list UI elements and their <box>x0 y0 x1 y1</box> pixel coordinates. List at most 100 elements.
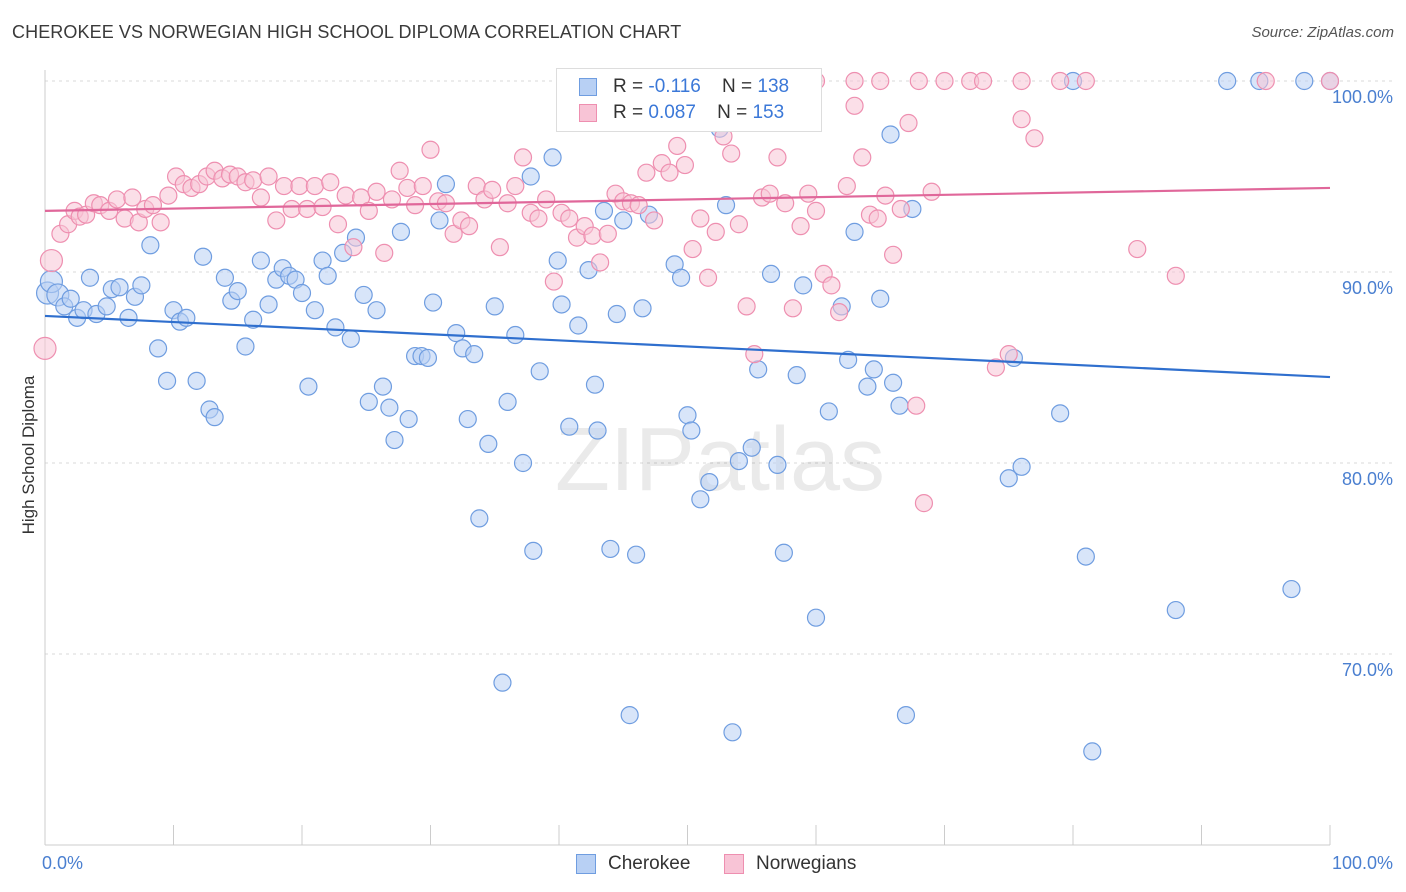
cherokee-point <box>157 371 177 390</box>
cherokee-point <box>806 608 826 627</box>
cherokee-point <box>187 371 206 390</box>
cherokee-point <box>506 325 525 345</box>
norwegians-legend-swatch <box>724 854 744 874</box>
cherokee-legend-swatch <box>576 854 596 874</box>
cherokee-point <box>119 308 138 327</box>
cherokee-point <box>479 434 498 453</box>
cherokee-point <box>881 125 900 144</box>
norwegians-point <box>390 161 409 180</box>
norwegians-point <box>537 190 556 209</box>
norwegians-point <box>868 209 887 228</box>
cherokee-point <box>418 348 438 368</box>
cherokee-point <box>768 455 787 475</box>
norwegians-point <box>483 180 502 199</box>
cherokee-point <box>671 268 691 287</box>
norwegians-point <box>344 238 363 257</box>
norwegians-point <box>39 248 64 273</box>
norwegians-point <box>151 213 170 232</box>
axes-layer: 70.0% 80.0% 90.0% 100.0% 0.0% 100.0% <box>42 70 1393 873</box>
norwegians-point <box>413 176 432 196</box>
norwegians-point <box>321 173 340 192</box>
norwegians-point <box>768 148 787 167</box>
norwegians-point <box>1320 71 1340 91</box>
cherokee-point <box>305 301 324 320</box>
cherokee-point <box>215 268 234 287</box>
r-value: -0.116 <box>648 76 701 97</box>
cherokee-point <box>1282 579 1301 599</box>
cherokee-point <box>299 377 318 396</box>
cherokee-point <box>749 360 768 379</box>
norwegians-trend-line <box>44 186 1331 212</box>
cherokee-trend-line <box>44 314 1331 379</box>
points-layer <box>33 71 1340 761</box>
norwegians-point <box>375 243 394 262</box>
cherokee-point <box>896 706 916 725</box>
norwegians-point <box>830 303 849 322</box>
cherokee-point <box>723 723 742 742</box>
norwegians-point <box>637 163 656 182</box>
cherokee-point <box>601 539 620 559</box>
cherokee-point <box>465 345 484 364</box>
stats-legend: R = -0.116 N = 138 R = 0.087 N = 153 <box>556 68 822 132</box>
cherokee-point <box>259 295 278 314</box>
norwegians-point <box>935 71 954 91</box>
cherokee-point <box>594 201 614 220</box>
norwegians-point <box>244 171 263 190</box>
cherokee-swatch <box>579 78 597 96</box>
norwegians-point <box>899 113 918 133</box>
norwegians-point <box>737 297 756 316</box>
norwegians-point <box>883 245 903 264</box>
norwegians-point <box>267 211 286 230</box>
cherokee-point <box>141 236 160 255</box>
x-tick-label: 100.0% <box>1332 853 1393 873</box>
cherokee-point <box>61 289 80 308</box>
norwegians-point <box>1025 129 1044 148</box>
norwegians-point <box>33 336 57 360</box>
cherokee-point <box>700 473 719 492</box>
cherokee-point <box>498 392 517 411</box>
norwegians-point <box>591 253 610 272</box>
cherokee-point <box>588 421 607 440</box>
norwegians-point <box>871 71 890 91</box>
cherokee-point <box>228 282 247 301</box>
norwegians-point <box>513 148 533 167</box>
norwegians-point <box>845 96 864 115</box>
cherokee-point <box>585 375 605 394</box>
norwegians-point <box>722 144 741 163</box>
r-label: R = <box>613 76 644 97</box>
norwegians-point <box>259 167 278 186</box>
norwegians-point <box>123 188 142 207</box>
cherokee-point <box>251 251 270 270</box>
cherokee-point <box>761 264 781 284</box>
cherokee-point <box>614 211 633 230</box>
cherokee-point <box>447 324 466 343</box>
cherokee-point <box>552 295 571 314</box>
cherokee-point <box>423 293 443 312</box>
cherokee-point <box>543 148 562 167</box>
cherokee-point <box>430 211 449 230</box>
cherokee-point <box>742 438 761 457</box>
norwegians-point <box>668 136 687 156</box>
cherokee-legend-label: Cherokee <box>608 853 691 874</box>
norwegians-point <box>367 182 386 201</box>
norwegians-point <box>1166 266 1185 285</box>
cherokee-point <box>205 408 224 427</box>
norwegians-point <box>644 211 664 230</box>
r-value: 0.087 <box>648 102 696 123</box>
cherokee-point <box>470 509 489 528</box>
cherokee-point <box>359 392 378 411</box>
norwegians-point <box>159 186 178 205</box>
cherokee-point <box>794 276 813 295</box>
r-label: R = <box>613 102 644 123</box>
norwegians-point <box>799 184 818 203</box>
cherokee-point <box>1051 404 1070 423</box>
cherokee-point <box>548 251 567 270</box>
norwegians-point <box>328 215 348 234</box>
norwegians-point <box>660 163 679 182</box>
cherokee-point <box>682 421 701 440</box>
cherokee-point <box>1295 71 1314 91</box>
cherokee-point <box>716 196 736 215</box>
norwegians-legend-label: Norwegians <box>756 853 857 874</box>
watermark: ZIPatlas <box>555 410 885 510</box>
